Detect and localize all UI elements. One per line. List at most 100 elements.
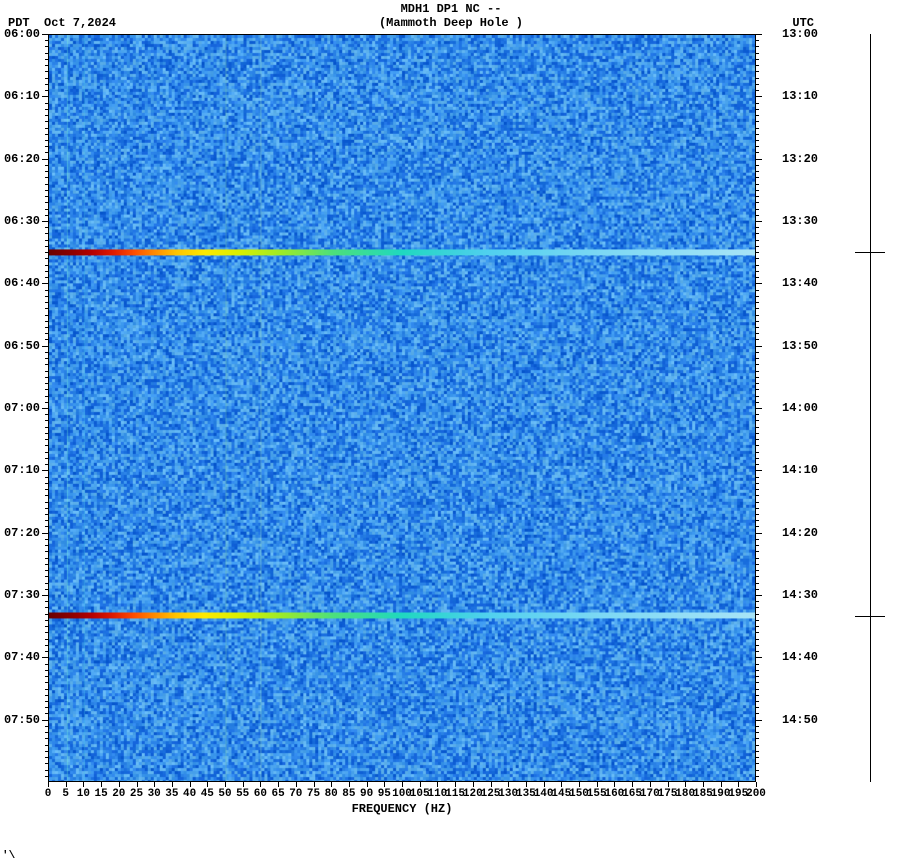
y-right-minor-tick xyxy=(756,620,759,621)
y-left-minor-tick xyxy=(45,140,48,141)
y-right-minor-tick xyxy=(756,701,759,702)
x-tick-label: 10 xyxy=(77,788,90,800)
y-left-minor-tick xyxy=(45,452,48,453)
y-left-minor-tick xyxy=(45,776,48,777)
y-right-minor-tick xyxy=(756,252,759,253)
y-left-tick-label: 07:20 xyxy=(4,526,40,540)
station-code-title: MDH1 DP1 NC -- xyxy=(401,2,502,16)
y-left-minor-tick xyxy=(45,526,48,527)
x-tick-mark xyxy=(491,782,492,787)
y-left-minor-tick xyxy=(45,489,48,490)
y-right-minor-tick xyxy=(756,607,759,608)
y-right-minor-tick xyxy=(756,339,759,340)
y-right-minor-tick xyxy=(756,489,759,490)
y-right-tick-label: 14:40 xyxy=(782,650,818,664)
y-right-minor-tick xyxy=(756,745,759,746)
y-left-minor-tick xyxy=(45,71,48,72)
y-left-minor-tick xyxy=(45,46,48,47)
y-right-minor-tick xyxy=(756,639,759,640)
x-tick-mark xyxy=(66,782,67,787)
y-right-minor-tick xyxy=(756,402,759,403)
x-tick-mark xyxy=(437,782,438,787)
y-left-minor-tick xyxy=(45,371,48,372)
y-right-minor-tick xyxy=(756,576,759,577)
y-right-minor-tick xyxy=(756,439,759,440)
y-right-minor-tick xyxy=(756,445,759,446)
y-right-major-tick xyxy=(756,720,762,721)
y-right-minor-tick xyxy=(756,364,759,365)
y-right-minor-tick xyxy=(756,140,759,141)
y-left-minor-tick xyxy=(45,645,48,646)
y-left-minor-tick xyxy=(45,364,48,365)
y-right-minor-tick xyxy=(756,751,759,752)
y-right-minor-tick xyxy=(756,757,759,758)
x-tick-mark xyxy=(614,782,615,787)
x-tick-mark xyxy=(331,782,332,787)
y-right-minor-tick xyxy=(756,695,759,696)
y-right-minor-tick xyxy=(756,352,759,353)
y-left-minor-tick xyxy=(45,134,48,135)
y-left-minor-tick xyxy=(45,396,48,397)
x-tick-mark xyxy=(561,782,562,787)
y-left-minor-tick xyxy=(45,701,48,702)
y-left-minor-tick xyxy=(45,90,48,91)
y-left-minor-tick xyxy=(45,128,48,129)
y-left-minor-tick xyxy=(45,689,48,690)
y-left-minor-tick xyxy=(45,713,48,714)
y-right-major-tick xyxy=(756,657,762,658)
x-tick-mark xyxy=(190,782,191,787)
y-left-minor-tick xyxy=(45,751,48,752)
y-left-major-tick xyxy=(42,283,48,284)
y-left-minor-tick xyxy=(45,103,48,104)
header: MDH1 DP1 NC -- (Mammoth Deep Hole ) PDT … xyxy=(0,0,902,30)
y-left-minor-tick xyxy=(45,676,48,677)
y-left-minor-tick xyxy=(45,508,48,509)
y-right-minor-tick xyxy=(756,770,759,771)
y-right-minor-tick xyxy=(756,90,759,91)
y-left-tick-label: 06:30 xyxy=(4,214,40,228)
y-left-minor-tick xyxy=(45,770,48,771)
y-right-minor-tick xyxy=(756,545,759,546)
y-right-tick-label: 14:50 xyxy=(782,713,818,727)
y-left-tick-label: 07:10 xyxy=(4,463,40,477)
y-left-minor-tick xyxy=(45,209,48,210)
x-tick-mark xyxy=(137,782,138,787)
y-right-minor-tick xyxy=(756,383,759,384)
event-cross-mark xyxy=(855,252,885,253)
y-left-minor-tick xyxy=(45,445,48,446)
y-left-minor-tick xyxy=(45,745,48,746)
y-left-minor-tick xyxy=(45,78,48,79)
y-right-minor-tick xyxy=(756,109,759,110)
y-right-tick-label: 14:30 xyxy=(782,588,818,602)
y-left-tick-label: 07:40 xyxy=(4,650,40,664)
x-tick-label: 50 xyxy=(218,788,231,800)
y-right-minor-tick xyxy=(756,670,759,671)
y-right-minor-tick xyxy=(756,103,759,104)
x-tick-label: 85 xyxy=(342,788,355,800)
y-left-minor-tick xyxy=(45,190,48,191)
y-left-minor-tick xyxy=(45,53,48,54)
x-tick-mark xyxy=(243,782,244,787)
y-right-minor-tick xyxy=(756,570,759,571)
y-left-minor-tick xyxy=(45,576,48,577)
y-left-minor-tick xyxy=(45,620,48,621)
x-tick-mark xyxy=(526,782,527,787)
x-tick-mark xyxy=(544,782,545,787)
x-tick-mark xyxy=(278,782,279,787)
y-right-minor-tick xyxy=(756,128,759,129)
y-left-minor-tick xyxy=(45,65,48,66)
y-left-minor-tick xyxy=(45,265,48,266)
y-right-major-tick xyxy=(756,283,762,284)
event-cross-mark xyxy=(855,616,885,617)
y-left-tick-label: 06:50 xyxy=(4,339,40,353)
y-left-minor-tick xyxy=(45,545,48,546)
y-right-minor-tick xyxy=(756,84,759,85)
y-right-minor-tick xyxy=(756,121,759,122)
y-right-minor-tick xyxy=(756,134,759,135)
x-tick-mark xyxy=(349,782,350,787)
x-tick-label: 70 xyxy=(289,788,302,800)
y-right-minor-tick xyxy=(756,184,759,185)
y-left-minor-tick xyxy=(45,558,48,559)
y-right-minor-tick xyxy=(756,233,759,234)
x-tick-mark xyxy=(632,782,633,787)
